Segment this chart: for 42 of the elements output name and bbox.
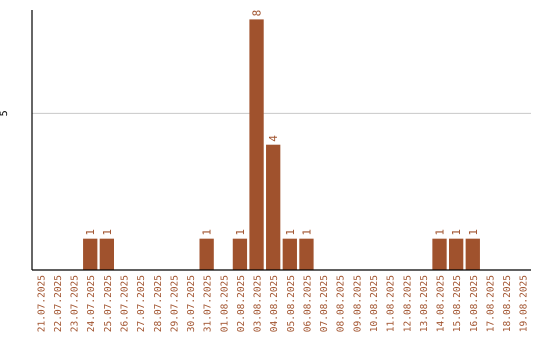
data-label: 1 — [300, 229, 314, 236]
x-tick-label: 01.08.2025 — [219, 275, 230, 332]
x-tick-label: 07.08.2025 — [319, 275, 330, 332]
x-tick-label: 13.08.2025 — [418, 275, 430, 332]
data-label: 1 — [450, 229, 464, 236]
x-tick-label: 17.08.2025 — [485, 275, 496, 332]
x-tick-label: 31.07.2025 — [202, 275, 214, 332]
data-label: 1 — [100, 229, 114, 236]
data-label: 1 — [284, 229, 297, 236]
data-label: 4 — [267, 134, 280, 142]
x-tick-label: 10.08.2025 — [368, 275, 380, 332]
x-tick-label: 28.07.2025 — [152, 275, 164, 332]
x-tick-label: 08.08.2025 — [336, 275, 347, 332]
x-tick-label: 18.08.2025 — [502, 275, 514, 332]
x-tick-label: 21.07.2025 — [36, 275, 48, 332]
y-tick-label: 5 — [0, 110, 10, 116]
x-tick-label: 23.07.2025 — [70, 275, 81, 332]
data-label: 1 — [84, 229, 98, 236]
x-tick-label: 24.07.2025 — [86, 275, 98, 332]
data-label: 1 — [200, 229, 214, 236]
data-label: 1 — [234, 229, 247, 236]
x-tick-label: 26.07.2025 — [119, 275, 130, 332]
x-tick-label: 11.08.2025 — [386, 275, 397, 332]
x-tick-label: 05.08.2025 — [286, 275, 297, 332]
x-tick-label: 16.08.2025 — [468, 275, 480, 332]
x-tick-label: 15.08.2025 — [452, 275, 464, 332]
x-tick-label: 14.08.2025 — [436, 275, 447, 332]
data-label: 1 — [466, 229, 480, 236]
x-tick-label: 03.08.2025 — [252, 275, 264, 332]
data-label: 1 — [434, 229, 447, 236]
x-tick-label: 06.08.2025 — [302, 275, 314, 332]
x-tick-label: 02.08.2025 — [236, 275, 247, 332]
x-tick-label: 09.08.2025 — [352, 275, 364, 332]
x-tick-label: 22.07.2025 — [52, 275, 64, 332]
x-tick-label: 04.08.2025 — [269, 275, 280, 332]
x-tick-label: 19.08.2025 — [518, 275, 530, 332]
x-tick-label: 27.07.2025 — [136, 275, 148, 332]
x-tick-label: 12.08.2025 — [402, 275, 414, 332]
x-tick-label: 30.07.2025 — [186, 275, 198, 332]
data-label: 8 — [250, 10, 264, 16]
x-tick-label: 29.07.2025 — [169, 275, 180, 332]
x-tick-label: 25.07.2025 — [102, 275, 114, 332]
